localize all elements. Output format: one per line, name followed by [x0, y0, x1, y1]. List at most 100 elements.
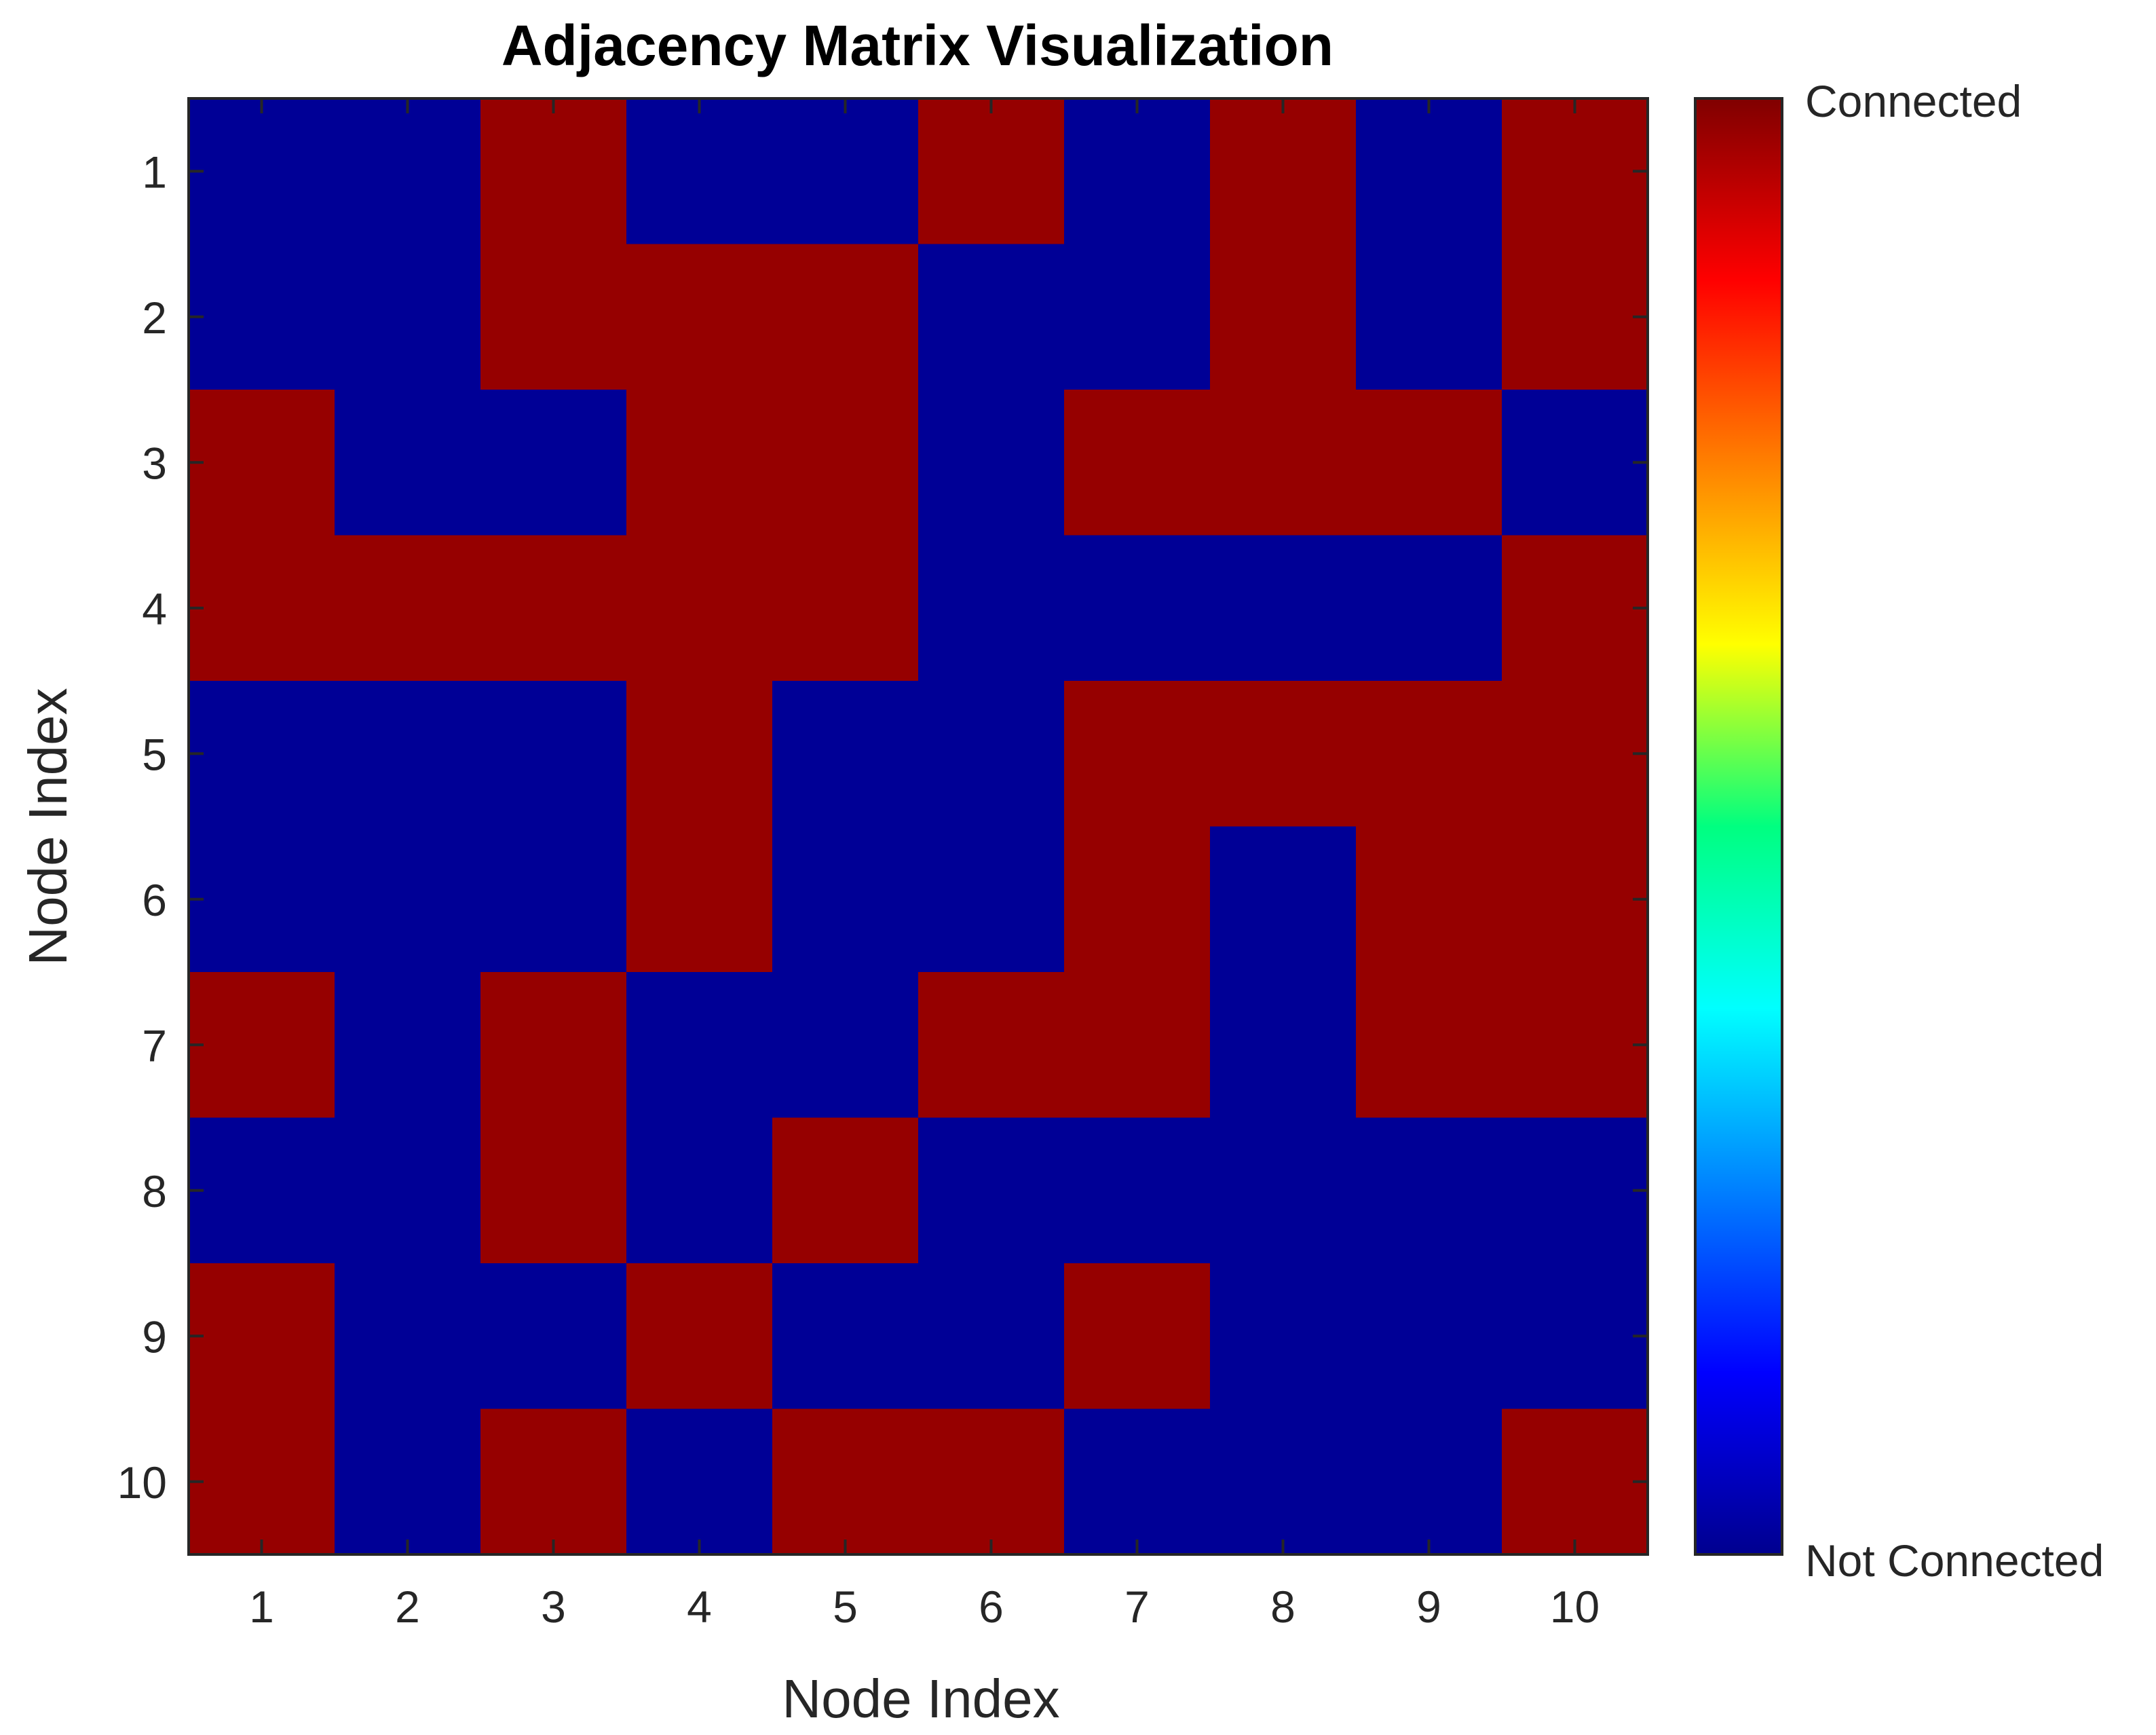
x-tick-labels: 1 2 3 4 5 6 7 8 9 10: [249, 1582, 1600, 1632]
y-tick-label: 5: [142, 729, 167, 779]
heatmap-cell: [335, 390, 481, 536]
heatmap-cell: [918, 826, 1065, 973]
heatmap-cell: [335, 1263, 481, 1410]
y-tick-label: 7: [142, 1020, 167, 1070]
colorbar-label-not-connected: Not Connected: [1805, 1535, 2104, 1586]
x-tick-label: 7: [1124, 1582, 1150, 1632]
heatmap-cell: [918, 1408, 1065, 1555]
x-tick-label: 1: [249, 1582, 274, 1632]
heatmap-cell: [772, 1263, 919, 1410]
x-tick-label: 10: [1550, 1582, 1600, 1632]
heatmap-cell: [772, 390, 919, 536]
heatmap-cell: [1356, 535, 1502, 682]
heatmap-cell: [1210, 535, 1357, 682]
heatmap-cell: [918, 681, 1065, 827]
heatmap-cell: [1356, 1263, 1502, 1410]
heatmap-cell: [335, 1408, 481, 1555]
y-tick-label: 8: [142, 1166, 167, 1216]
heatmap-cell: [335, 972, 481, 1119]
heatmap-cell: [1210, 98, 1357, 245]
heatmap-cell: [1502, 681, 1648, 827]
heatmap-cell: [480, 1408, 627, 1555]
heatmap-cell: [626, 972, 773, 1119]
x-tick-label: 6: [979, 1582, 1004, 1632]
axis-ticks: [189, 98, 1648, 1554]
heatmap-cell: [1502, 535, 1648, 682]
y-tick-label: 2: [142, 293, 167, 343]
chart-title: Adjacency Matrix Visualization: [502, 14, 1334, 77]
heatmap-cell: [1064, 390, 1211, 536]
y-tick-label: 3: [142, 438, 167, 488]
heatmap-cell: [480, 681, 627, 827]
heatmap-cell: [1210, 972, 1357, 1119]
heatmap-cell: [1356, 244, 1502, 390]
y-tick-labels: 1 2 3 4 5 6 7 8 9 10: [117, 147, 167, 1508]
heatmap-cell: [1502, 1263, 1648, 1410]
heatmap-cell: [480, 826, 627, 973]
heatmap-cell: [1502, 244, 1648, 390]
heatmap-cell: [1210, 1117, 1357, 1264]
heatmap-cell: [626, 244, 773, 390]
heatmap-cell: [1210, 1408, 1357, 1555]
x-tick-label: 4: [687, 1582, 712, 1632]
heatmap-cell: [1502, 390, 1648, 536]
heatmap-cell: [480, 98, 627, 245]
heatmap-cell: [918, 1117, 1065, 1264]
heatmap-cell: [772, 244, 919, 390]
heatmap-cell: [1064, 1408, 1211, 1555]
y-tick-label: 4: [142, 584, 167, 634]
heatmap-cell: [1210, 390, 1357, 536]
heatmap-cell: [772, 826, 919, 973]
heatmap-cell: [189, 390, 335, 536]
heatmap-cell: [1064, 681, 1211, 827]
y-tick-label: 9: [142, 1311, 167, 1362]
heatmap-cell: [1064, 972, 1211, 1119]
x-axis-label: Node Index: [782, 1668, 1059, 1729]
heatmap-cell: [918, 535, 1065, 682]
heatmap-cell: [335, 244, 481, 390]
x-tick-label: 2: [395, 1582, 420, 1632]
x-tick-label: 3: [541, 1582, 566, 1632]
heatmap-cell: [772, 681, 919, 827]
heatmap-cell: [1064, 535, 1211, 682]
heatmap-cell: [1064, 98, 1211, 245]
heatmap-cell: [1356, 390, 1502, 536]
heatmap-cell: [772, 98, 919, 245]
heatmap-cell: [1356, 98, 1502, 245]
heatmap-cell: [772, 535, 919, 682]
heatmap-cell: [1356, 826, 1502, 973]
heatmap-cell: [480, 1263, 627, 1410]
x-tick-label: 5: [833, 1582, 858, 1632]
y-tick-label: 10: [117, 1457, 167, 1508]
heatmap-cell: [335, 535, 481, 682]
heatmap-cell: [335, 1117, 481, 1264]
plot-area-border: [187, 97, 1649, 1556]
heatmap-cell: [335, 826, 481, 973]
heatmap-cell: [1064, 244, 1211, 390]
heatmap-cell: [772, 972, 919, 1119]
heatmap-cell: [1502, 1117, 1648, 1264]
heatmap-cell: [335, 98, 481, 245]
heatmap-cell: [335, 681, 481, 827]
y-tick-label: 1: [142, 147, 167, 197]
heatmap-cell: [189, 1117, 335, 1264]
heatmap-cell: [480, 244, 627, 390]
heatmap-cell: [480, 390, 627, 536]
y-tick-label: 6: [142, 875, 167, 925]
heatmap-cell: [1210, 1263, 1357, 1410]
heatmap-cell: [480, 972, 627, 1119]
heatmap-cell: [1356, 1408, 1502, 1555]
heatmap-cell: [480, 1117, 627, 1264]
heatmap-cell: [918, 390, 1065, 536]
x-tick-label: 8: [1270, 1582, 1296, 1632]
heatmap-cell: [626, 390, 773, 536]
heatmap-cell: [1502, 98, 1648, 245]
heatmap-cell: [626, 681, 773, 827]
heatmap-cell: [626, 535, 773, 682]
heatmap-cell: [1064, 1263, 1211, 1410]
heatmap-cell: [189, 681, 335, 827]
heatmap-cells: [189, 98, 1648, 1555]
heatmap-cell: [772, 1408, 919, 1555]
heatmap-cell: [1502, 826, 1648, 973]
